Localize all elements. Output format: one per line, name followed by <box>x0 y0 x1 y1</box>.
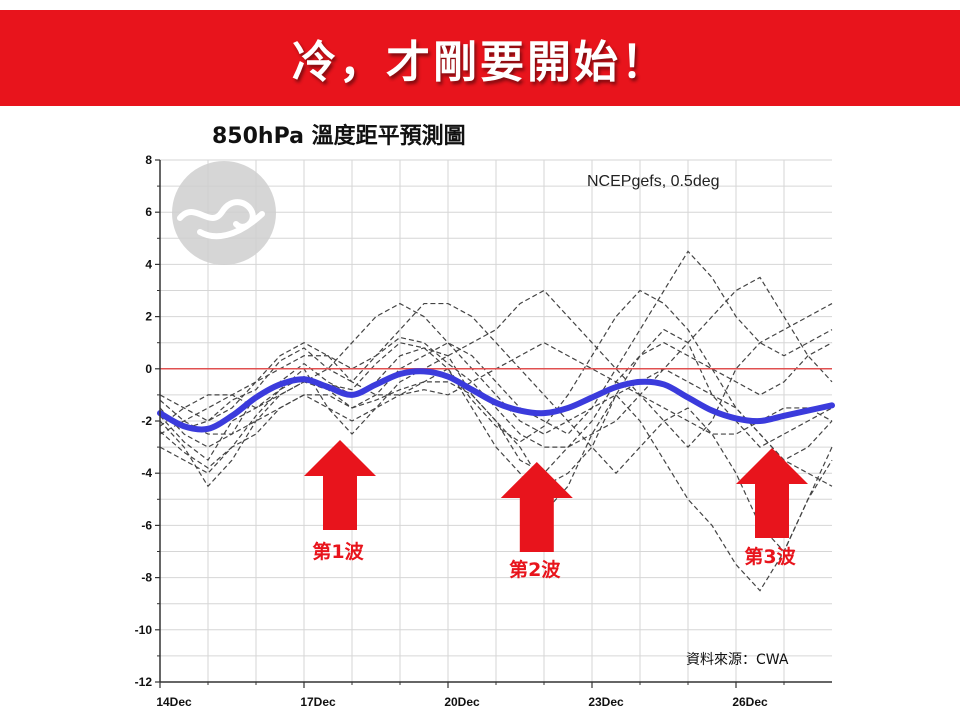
y-tick-label: 6 <box>145 205 152 219</box>
y-tick-label: 0 <box>145 362 152 376</box>
cwa-cloud-logo-icon <box>172 161 276 265</box>
wave-arrow <box>736 448 808 538</box>
y-tick-label: -12 <box>135 675 153 689</box>
up-arrow-icon <box>304 440 376 530</box>
ensemble-member-line <box>159 250 833 488</box>
wave-label: 第3波 <box>744 545 796 568</box>
ensemble-member-line <box>159 276 833 448</box>
y-tick-label: -10 <box>135 623 153 637</box>
chart-title: 850hPa 溫度距平預測圖 <box>212 124 466 149</box>
y-tick-label: 8 <box>145 153 152 167</box>
ensemble-member-line <box>159 289 833 462</box>
x-tick-label: 20Dec <box>444 695 480 709</box>
y-tick-label: -6 <box>141 518 152 532</box>
ensemble-member-line <box>159 302 833 553</box>
y-tick-label: -4 <box>141 466 152 480</box>
wave-label: 第2波 <box>509 558 561 581</box>
banner-title: 冷，才剛要開始！ <box>292 37 668 88</box>
source-label: 資料來源：CWA <box>686 652 789 668</box>
x-tick-label: 14Dec <box>156 695 192 709</box>
x-tick-label: 17Dec <box>300 695 336 709</box>
up-arrow-icon <box>500 462 573 552</box>
x-tick-label: 26Dec <box>732 695 768 709</box>
ensemble-mean-line <box>157 368 835 433</box>
wave-arrow <box>500 462 573 552</box>
title-banner: 冷，才剛要開始！ <box>0 10 960 106</box>
y-tick-label: -2 <box>141 414 152 428</box>
model-label: NCEPgefs, 0.5deg <box>587 173 720 190</box>
logo-swirl <box>177 199 265 240</box>
y-tick-label: -8 <box>141 571 152 585</box>
ensemble-member-line <box>159 289 833 469</box>
ensemble-member-line <box>159 302 833 592</box>
ensemble-member-line <box>159 342 833 514</box>
up-arrow-icon <box>736 448 808 538</box>
wave-label: 第1波 <box>312 540 364 563</box>
y-tick-label: 4 <box>145 257 152 271</box>
wave-arrow <box>304 440 376 530</box>
x-tick-label: 23Dec <box>588 695 624 709</box>
ensemble-member-line <box>159 342 833 474</box>
y-tick-label: 2 <box>145 310 152 324</box>
